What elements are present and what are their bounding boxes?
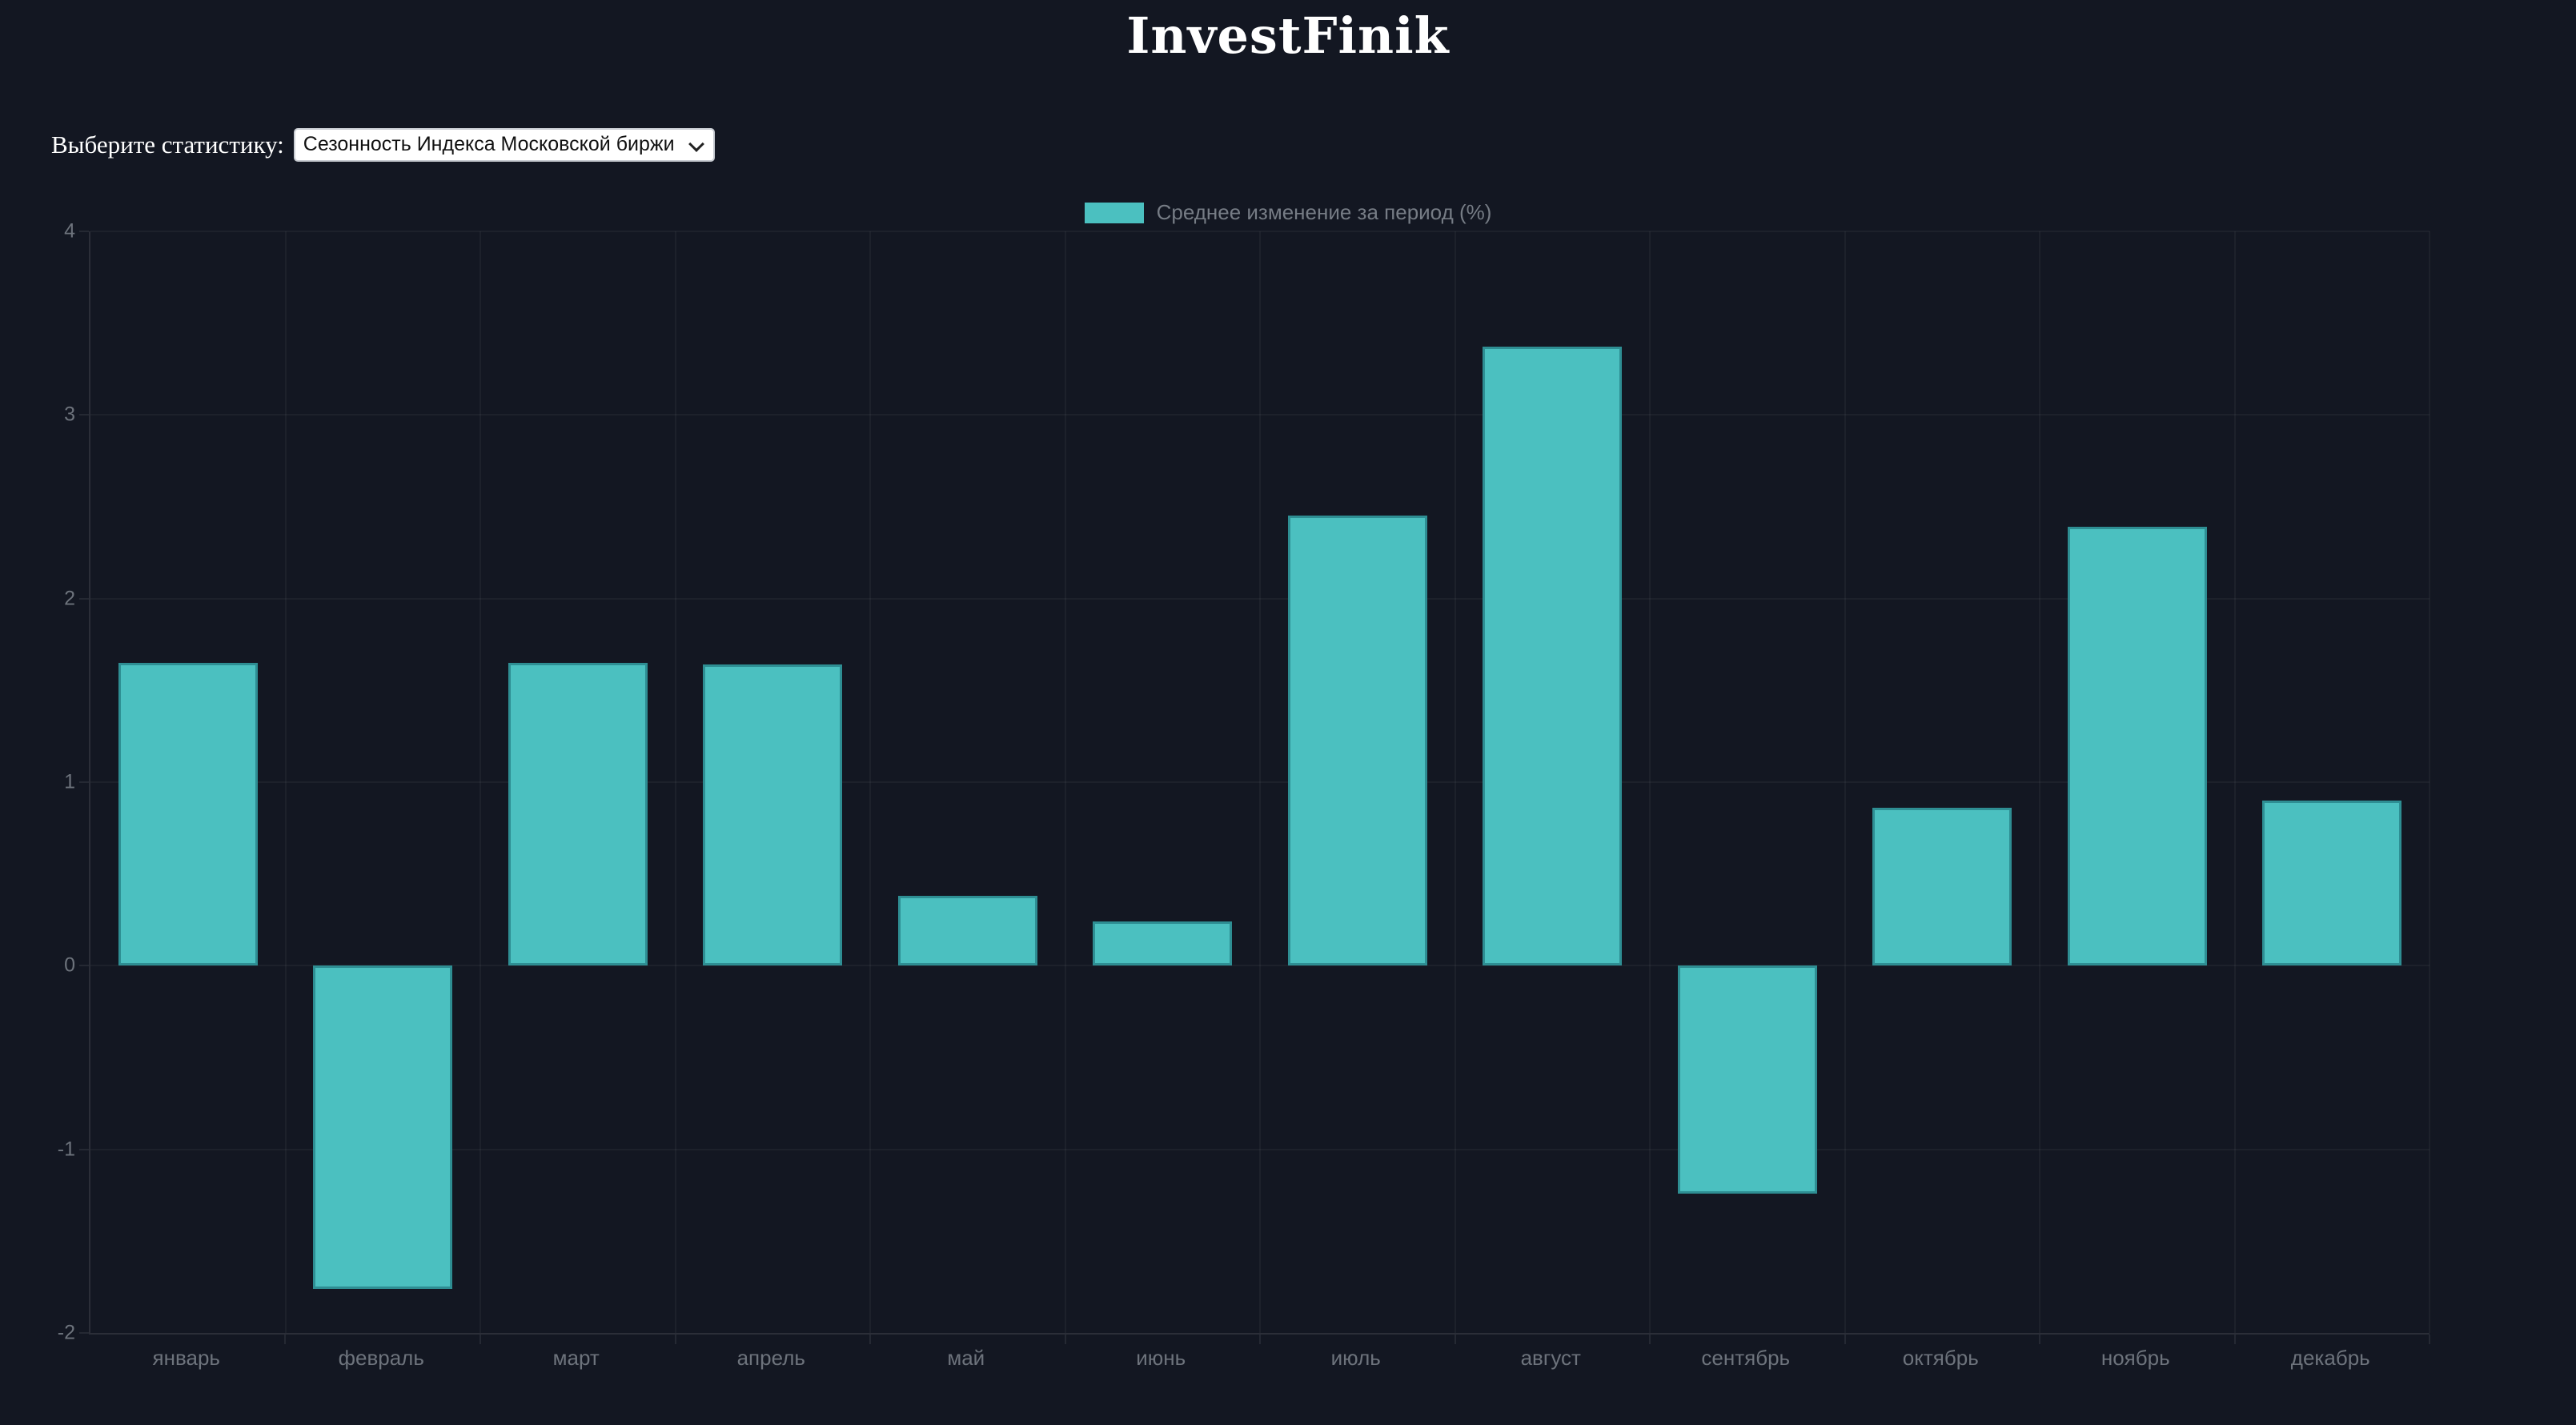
- y-tick-label: -1: [57, 1138, 75, 1161]
- y-tick-label: 0: [64, 953, 75, 977]
- gridline-v: [869, 231, 871, 1333]
- gridline-h: [90, 231, 2430, 232]
- gridline-h: [90, 965, 2430, 967]
- x-tick: [284, 1335, 287, 1344]
- gridline-h: [90, 1148, 2430, 1150]
- x-tick-label: июнь: [1136, 1346, 1186, 1370]
- x-tick-label: январь: [152, 1346, 220, 1370]
- x-tick: [674, 1335, 676, 1344]
- gridline-v: [1064, 231, 1066, 1333]
- legend-item[interactable]: Среднее изменение за период (%): [0, 200, 2576, 225]
- gridline-v: [1844, 231, 1846, 1333]
- bar-июль[interactable]: [1287, 516, 1427, 966]
- y-tick-label: -2: [57, 1321, 75, 1344]
- bar-апрель[interactable]: [703, 664, 843, 966]
- gridline-h: [90, 597, 2430, 600]
- x-tick: [2039, 1335, 2040, 1344]
- x-tick: [2233, 1335, 2236, 1344]
- gridline-h: [90, 414, 2430, 416]
- bar-июнь[interactable]: [1093, 921, 1233, 966]
- x-tick-label: февраль: [338, 1346, 424, 1370]
- x-tick-label: апрель: [736, 1346, 805, 1370]
- x-tick-label: май: [947, 1346, 985, 1370]
- y-tick-label: 4: [64, 219, 75, 243]
- x-tick-label: декабрь: [2290, 1346, 2370, 1370]
- gridline-v: [284, 231, 287, 1333]
- y-tick: [79, 597, 89, 600]
- bar-февраль[interactable]: [313, 965, 453, 1289]
- bar-март[interactable]: [508, 662, 648, 966]
- bar-январь[interactable]: [118, 662, 258, 966]
- x-tick-label: июль: [1330, 1346, 1381, 1370]
- gridline-v: [479, 231, 481, 1333]
- x-tick-label: август: [1520, 1346, 1581, 1370]
- gridline-v: [2233, 231, 2236, 1333]
- x-tick: [479, 1335, 481, 1344]
- y-tick: [79, 1332, 89, 1334]
- y-tick: [79, 965, 89, 967]
- bar-октябрь[interactable]: [1872, 808, 2012, 966]
- gridline-v: [674, 231, 676, 1333]
- bar-chart: Среднее изменение за период (%) 4 3 2 1 0 -1 -…: [0, 189, 2576, 1425]
- legend-swatch: [1084, 202, 1144, 223]
- bar-сентябрь[interactable]: [1677, 965, 1817, 1194]
- y-tick-label: 2: [64, 587, 75, 610]
- x-tick: [1648, 1335, 1651, 1344]
- statistic-select-label: Выберите статистику:: [51, 130, 284, 159]
- bar-май[interactable]: [897, 896, 1037, 966]
- bar-декабрь[interactable]: [2262, 800, 2402, 966]
- x-tick-label: март: [552, 1346, 600, 1370]
- x-tick: [1454, 1335, 1456, 1344]
- gridline-v: [2429, 231, 2430, 1333]
- gridline-h: [90, 781, 2430, 783]
- page-title: InvestFinik: [1126, 6, 1450, 65]
- legend-label: Среднее изменение за период (%): [1156, 200, 1492, 224]
- gridline-v: [1259, 231, 1261, 1333]
- y-tick-label: 1: [64, 770, 75, 793]
- x-axis: январь февраль март апрель май июнь июль август…: [89, 1346, 2428, 1371]
- statistic-select[interactable]: Сезонность Индекса Московской биржи: [293, 128, 715, 162]
- gridline-v: [1649, 231, 1651, 1333]
- x-tick: [1259, 1335, 1261, 1344]
- y-tick-label: 3: [64, 403, 75, 426]
- statistic-controls: Выберите статистику: Сезонность Индекса …: [51, 128, 715, 162]
- x-tick-label: ноябрь: [2101, 1346, 2170, 1370]
- gridline-v: [1454, 231, 1456, 1333]
- y-tick: [79, 414, 89, 416]
- x-tick-label: сентябрь: [1701, 1346, 1791, 1370]
- x-tick: [2429, 1335, 2430, 1344]
- bar-ноябрь[interactable]: [2067, 527, 2207, 966]
- x-tick: [869, 1335, 871, 1344]
- plot-area: [79, 231, 2430, 1344]
- y-tick: [79, 781, 89, 783]
- y-tick: [79, 231, 89, 232]
- statistic-select-wrap: Сезонность Индекса Московской биржи: [293, 128, 715, 162]
- x-tick: [1064, 1335, 1066, 1344]
- x-tick-label: октябрь: [1902, 1346, 1979, 1370]
- gridline-v: [2039, 231, 2040, 1333]
- y-axis: 4 3 2 1 0 -1 -2: [0, 220, 75, 1344]
- bar-август[interactable]: [1483, 347, 1623, 966]
- x-tick: [1844, 1335, 1846, 1344]
- y-tick: [79, 1148, 89, 1150]
